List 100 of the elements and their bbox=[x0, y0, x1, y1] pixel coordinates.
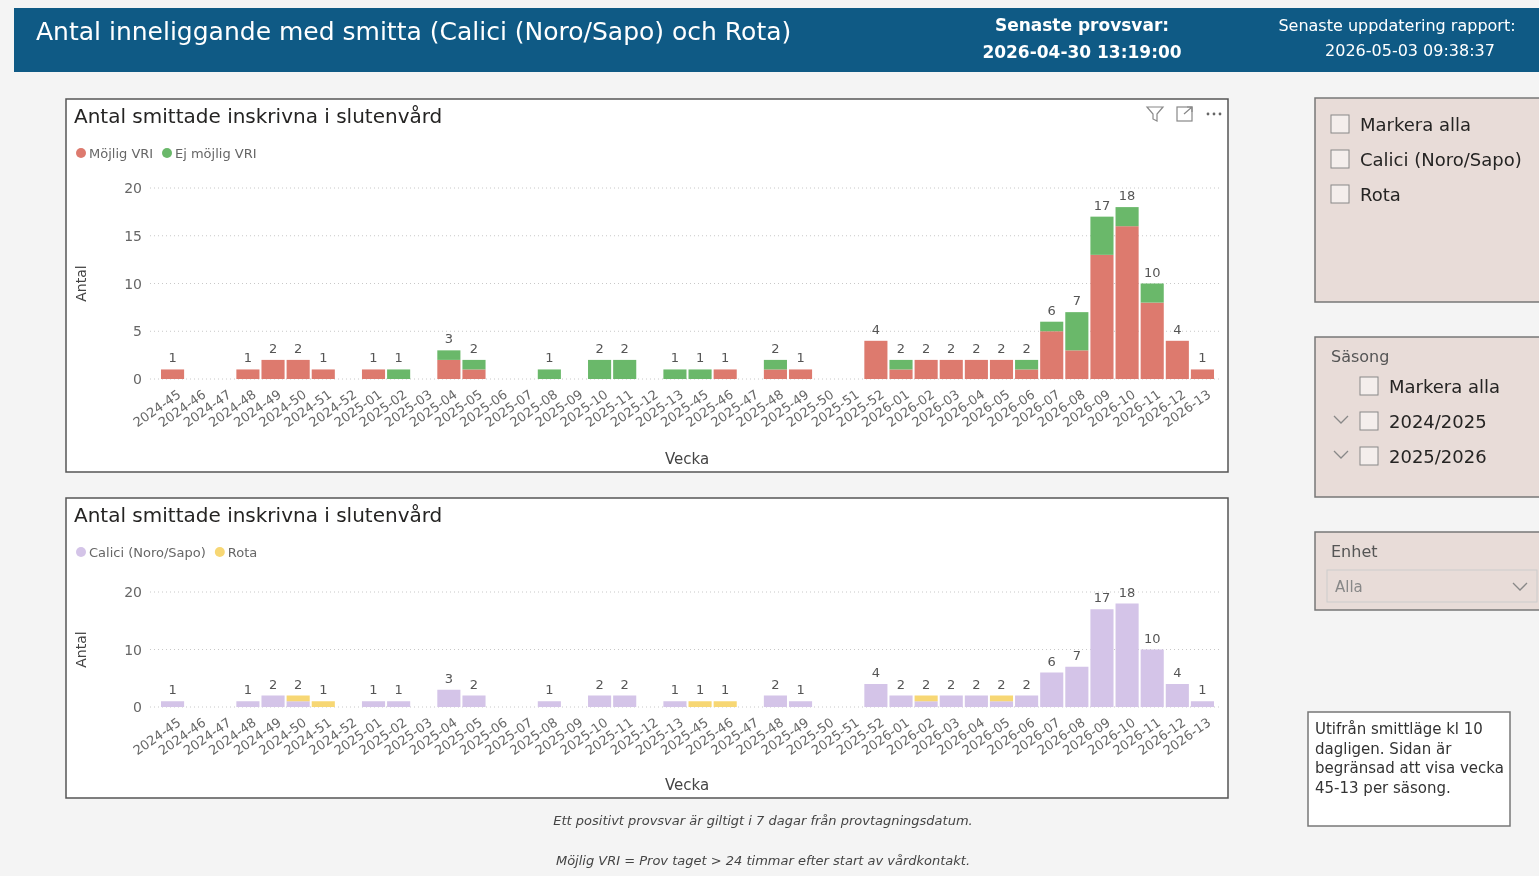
bar bbox=[688, 701, 712, 707]
legend-label: Ej möjlig VRI bbox=[175, 145, 257, 161]
text: Möjlig VRI = Prov taget > 24 timmar efter start av vårdkontakt. bbox=[555, 853, 971, 868]
y-axis-title: Antal bbox=[73, 265, 89, 302]
bar bbox=[161, 369, 185, 379]
bar bbox=[1115, 226, 1139, 379]
total-label: 2 bbox=[771, 340, 780, 356]
text: 2026-04-30 13:19:00 bbox=[982, 42, 1182, 62]
bar bbox=[788, 701, 813, 707]
bar bbox=[613, 695, 637, 707]
bar bbox=[286, 701, 310, 707]
total-label: 2 bbox=[972, 676, 981, 692]
total-label: 3 bbox=[444, 331, 454, 347]
bar bbox=[1165, 684, 1189, 707]
total-label: 6 bbox=[1047, 653, 1056, 669]
bar bbox=[387, 369, 411, 379]
total-label: 17 bbox=[1093, 197, 1111, 213]
text: Rota bbox=[1360, 184, 1401, 205]
total-label: 18 bbox=[1118, 584, 1136, 600]
bar bbox=[437, 359, 461, 379]
bar bbox=[763, 369, 787, 379]
total-label: 2 bbox=[1022, 340, 1031, 356]
bar bbox=[914, 359, 938, 379]
text: Senaste uppdatering rapport: bbox=[1278, 16, 1516, 35]
bar bbox=[989, 701, 1014, 707]
bar bbox=[1190, 369, 1214, 379]
total-label: 2 bbox=[620, 340, 629, 356]
bar bbox=[588, 695, 612, 707]
bar bbox=[537, 701, 561, 707]
total-label: 1 bbox=[721, 350, 730, 366]
total-label: 6 bbox=[1047, 302, 1056, 318]
total-label: 1 bbox=[243, 682, 253, 698]
bar bbox=[537, 369, 561, 379]
bar bbox=[236, 369, 260, 379]
chart-title: Antal smittade inskrivna i slutenvård bbox=[74, 503, 443, 527]
y-tick-label: 0 bbox=[133, 699, 142, 715]
total-label: 1 bbox=[545, 350, 554, 366]
bar bbox=[1165, 340, 1189, 379]
y-tick-label: 10 bbox=[124, 275, 142, 292]
total-label: 1 bbox=[369, 682, 378, 698]
bar bbox=[864, 684, 888, 707]
bar bbox=[1140, 649, 1164, 707]
total-label: 2 bbox=[595, 676, 604, 692]
bar bbox=[1065, 312, 1089, 351]
bar bbox=[1015, 369, 1039, 379]
total-label: 2 bbox=[294, 676, 303, 692]
total-label: 2 bbox=[469, 676, 479, 692]
bar bbox=[763, 359, 787, 370]
x-axis-title: Vecka bbox=[664, 776, 710, 794]
bar bbox=[1065, 350, 1089, 379]
bar bbox=[462, 369, 486, 379]
total-label: 1 bbox=[796, 350, 805, 366]
bar bbox=[663, 369, 687, 379]
bar bbox=[914, 701, 938, 707]
total-label: 1 bbox=[168, 682, 177, 698]
total-label: 2 bbox=[1022, 676, 1031, 692]
total-label: 1 bbox=[394, 350, 403, 366]
total-label: 2 bbox=[921, 676, 931, 692]
y-tick-label: 15 bbox=[124, 227, 142, 244]
y-tick-label: 0 bbox=[133, 371, 142, 387]
bar bbox=[939, 695, 963, 707]
total-label: 4 bbox=[1173, 665, 1182, 680]
bar bbox=[161, 701, 185, 707]
legend-label: Calici (Noro/Sapo) bbox=[89, 544, 206, 560]
bar bbox=[1090, 609, 1114, 707]
total-label: 2 bbox=[268, 340, 278, 356]
bar bbox=[688, 369, 712, 379]
text: Markera alla bbox=[1389, 376, 1501, 397]
total-label: 1 bbox=[1198, 682, 1207, 698]
total-label: 4 bbox=[871, 321, 881, 337]
bar bbox=[1140, 302, 1164, 379]
y-tick-label: 5 bbox=[133, 323, 142, 340]
bar bbox=[889, 369, 913, 379]
bar bbox=[462, 359, 486, 370]
text: 2024/2025 bbox=[1389, 411, 1487, 432]
total-label: 2 bbox=[997, 676, 1006, 692]
total-label: 2 bbox=[896, 676, 906, 692]
total-label: 2 bbox=[268, 676, 278, 692]
total-label: 1 bbox=[168, 350, 177, 366]
text: Antal inneliggande med smitta (Calici (Noro/Sapo) och Rota) bbox=[36, 17, 792, 46]
bar bbox=[939, 359, 963, 379]
bar bbox=[361, 369, 386, 379]
text: Enhet bbox=[1331, 542, 1378, 561]
bar bbox=[889, 359, 913, 370]
bar bbox=[1115, 603, 1139, 707]
bar bbox=[763, 695, 787, 707]
total-label: 2 bbox=[947, 676, 956, 692]
bar bbox=[613, 359, 637, 379]
bar bbox=[788, 369, 813, 379]
bar bbox=[1140, 283, 1164, 303]
total-label: 18 bbox=[1118, 188, 1136, 204]
total-label: 1 bbox=[319, 350, 328, 366]
bar bbox=[1040, 672, 1064, 707]
bar bbox=[989, 359, 1014, 379]
bar bbox=[864, 340, 888, 379]
text: Ett positivt provsvar är giltigt i 7 dagar från provtagningsdatum. bbox=[553, 813, 973, 828]
x-axis-title: Vecka bbox=[664, 450, 710, 468]
total-label: 1 bbox=[721, 682, 730, 698]
total-label: 4 bbox=[1173, 321, 1182, 337]
legend-label: Möjlig VRI bbox=[89, 145, 154, 161]
